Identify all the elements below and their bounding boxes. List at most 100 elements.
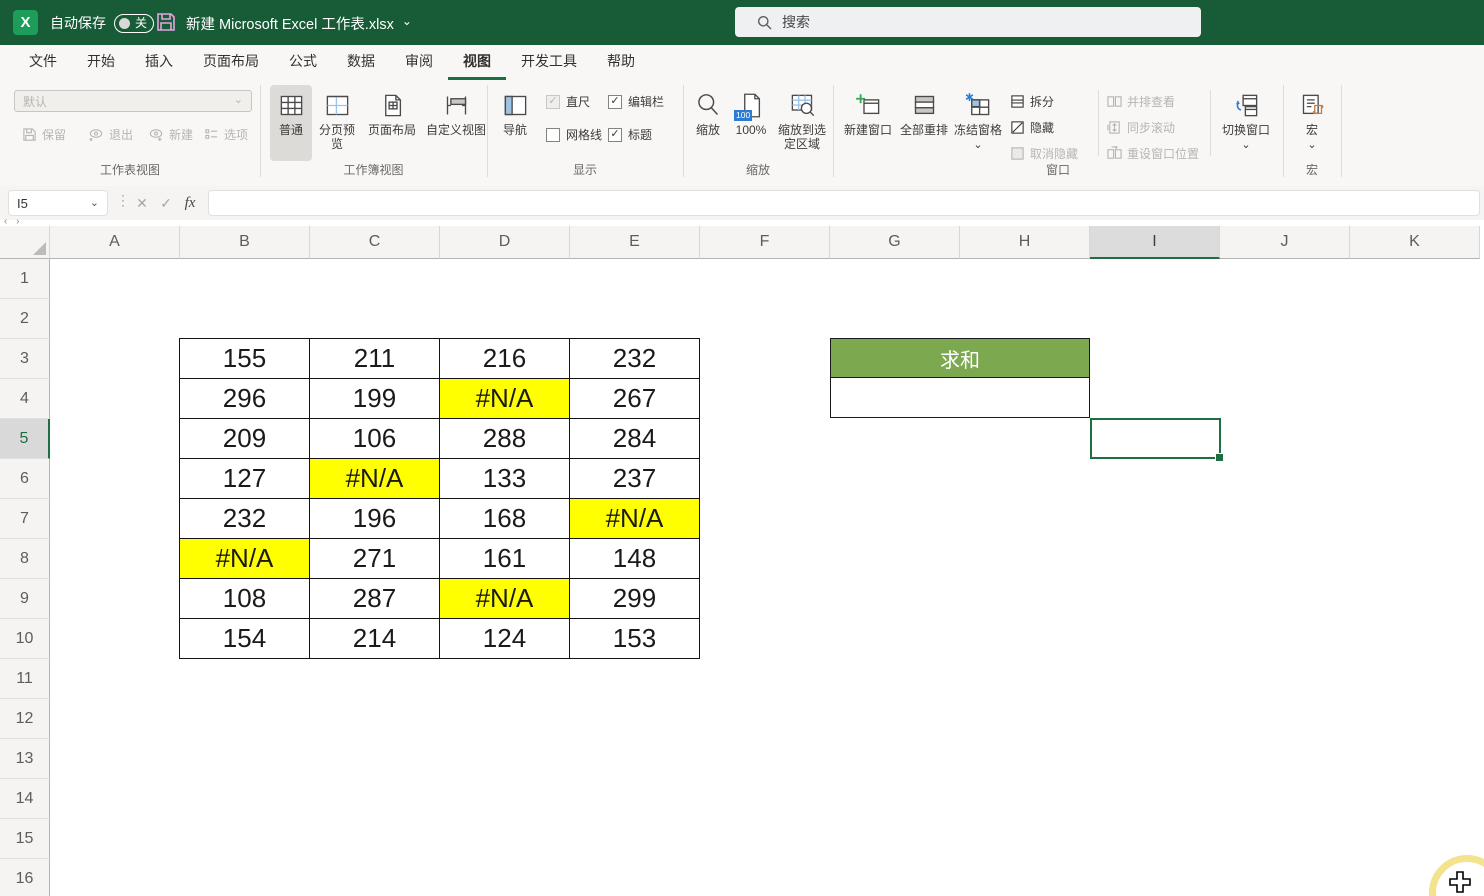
column-header-C[interactable]: C (310, 226, 440, 259)
row-header-4[interactable]: 4 (0, 379, 50, 419)
cell-D5[interactable]: 288 (439, 418, 570, 459)
zoom-to-selection-button[interactable]: 缩放到选定区域 (774, 85, 830, 151)
column-header-H[interactable]: H (960, 226, 1090, 259)
row-header-5[interactable]: 5 (0, 419, 50, 459)
cell-C6[interactable]: #N/A (309, 458, 440, 499)
hide-button[interactable]: 隐藏 (1010, 119, 1054, 136)
column-header-I[interactable]: I (1090, 226, 1220, 259)
cell-B7[interactable]: 232 (179, 498, 310, 539)
ribbon-tab-视图[interactable]: 视图 (448, 45, 506, 80)
column-header-F[interactable]: F (700, 226, 830, 259)
cell-D3[interactable]: 216 (439, 338, 570, 379)
cell-B9[interactable]: 108 (179, 578, 310, 619)
row-header-1[interactable]: 1 (0, 259, 50, 299)
insert-function-icon[interactable] (178, 190, 202, 216)
zoom-100-button[interactable]: 100 100% (728, 85, 774, 137)
column-header-K[interactable]: K (1350, 226, 1480, 259)
page-break-preview-button[interactable]: 分页预览 (314, 85, 360, 151)
cell-C3[interactable]: 211 (309, 338, 440, 379)
ribbon-tab-开始[interactable]: 开始 (87, 53, 115, 69)
column-header-E[interactable]: E (570, 226, 700, 259)
row-header-6[interactable]: 6 (0, 459, 50, 499)
sum-value-cell[interactable] (830, 378, 1090, 418)
name-box-value: I5 (17, 195, 28, 211)
cell-B4[interactable]: 296 (179, 378, 310, 419)
row-header-2[interactable]: 2 (0, 299, 50, 339)
column-header-D[interactable]: D (440, 226, 570, 259)
navigation-button[interactable]: 导航 (494, 85, 536, 137)
normal-view-button[interactable]: 普通 (270, 85, 312, 161)
ribbon-tab-帮助[interactable]: 帮助 (607, 53, 635, 69)
cell-E4[interactable]: 267 (569, 378, 700, 419)
cell-D4[interactable]: #N/A (439, 378, 570, 419)
cell-C8[interactable]: 271 (309, 538, 440, 579)
cell-C7[interactable]: 196 (309, 498, 440, 539)
cell-E7[interactable]: #N/A (569, 498, 700, 539)
cell-D9[interactable]: #N/A (439, 578, 570, 619)
search-input[interactable]: 搜索 (735, 7, 1201, 37)
cell-C5[interactable]: 106 (309, 418, 440, 459)
gridlines-checkbox[interactable]: 网格线 (546, 126, 602, 143)
document-title[interactable]: 新建 Microsoft Excel 工作表.xlsx (186, 13, 412, 34)
cell-E10[interactable]: 153 (569, 618, 700, 659)
select-all-button[interactable] (0, 226, 50, 259)
macros-button[interactable]: 宏 (1288, 85, 1336, 153)
cell-C9[interactable]: 287 (309, 578, 440, 619)
freeze-panes-button[interactable]: 冻结窗格 (952, 85, 1004, 153)
zoom-button[interactable]: 缩放 (690, 85, 726, 137)
ribbon-tab-开发工具[interactable]: 开发工具 (521, 53, 577, 69)
row-header-8[interactable]: 8 (0, 539, 50, 579)
new-window-button[interactable]: 新建窗口 (842, 85, 894, 137)
cell-B10[interactable]: 154 (179, 618, 310, 659)
row-header-11[interactable]: 11 (0, 659, 50, 699)
cell-E8[interactable]: 148 (569, 538, 700, 579)
column-header-J[interactable]: J (1220, 226, 1350, 259)
row-header-13[interactable]: 13 (0, 739, 50, 779)
row-header-12[interactable]: 12 (0, 699, 50, 739)
headings-checkbox[interactable]: 标题 (608, 126, 652, 143)
formula-bar-checkbox[interactable]: 编辑栏 (608, 93, 664, 110)
ribbon-tab-数据[interactable]: 数据 (347, 53, 375, 69)
save-button[interactable] (155, 11, 177, 38)
cell-B5[interactable]: 209 (179, 418, 310, 459)
row-header-9[interactable]: 9 (0, 579, 50, 619)
name-box[interactable]: I5 (8, 190, 108, 216)
sum-header-cell[interactable]: 求和 (830, 338, 1090, 378)
column-header-G[interactable]: G (830, 226, 960, 259)
cell-B6[interactable]: 127 (179, 458, 310, 499)
autosave-toggle[interactable]: 关 (114, 13, 154, 33)
custom-views-button[interactable]: 自定义视图 (424, 85, 488, 137)
cell-E9[interactable]: 299 (569, 578, 700, 619)
column-header-A[interactable]: A (50, 226, 180, 259)
ribbon-tab-页面布局[interactable]: 页面布局 (203, 53, 259, 69)
cell-E3[interactable]: 232 (569, 338, 700, 379)
cell-D7[interactable]: 168 (439, 498, 570, 539)
row-header-15[interactable]: 15 (0, 819, 50, 859)
column-header-B[interactable]: B (180, 226, 310, 259)
row-header-3[interactable]: 3 (0, 339, 50, 379)
cell-C4[interactable]: 199 (309, 378, 440, 419)
switch-windows-button[interactable]: 切换窗口 (1216, 85, 1276, 153)
cell-E5[interactable]: 284 (569, 418, 700, 459)
arrange-all-button[interactable]: 全部重排 (898, 85, 950, 137)
cell-B8[interactable]: #N/A (179, 538, 310, 579)
row-header-10[interactable]: 10 (0, 619, 50, 659)
row-header-7[interactable]: 7 (0, 499, 50, 539)
row-header-14[interactable]: 14 (0, 779, 50, 819)
cell-C10[interactable]: 214 (309, 618, 440, 659)
cell-D6[interactable]: 133 (439, 458, 570, 499)
fill-handle[interactable] (1215, 453, 1224, 462)
split-button[interactable]: 拆分 (1010, 93, 1054, 110)
ribbon-tab-文件[interactable]: 文件 (29, 53, 57, 69)
formula-input[interactable] (208, 190, 1480, 216)
page-layout-view-button[interactable]: 页面布局 (360, 85, 424, 137)
selected-cell-I5[interactable] (1090, 418, 1224, 462)
ribbon-tab-插入[interactable]: 插入 (145, 53, 173, 69)
cell-D10[interactable]: 124 (439, 618, 570, 659)
ribbon-tab-公式[interactable]: 公式 (289, 53, 317, 69)
ribbon-tab-审阅[interactable]: 审阅 (405, 53, 433, 69)
cell-E6[interactable]: 237 (569, 458, 700, 499)
cell-B3[interactable]: 155 (179, 338, 310, 379)
row-header-16[interactable]: 16 (0, 859, 50, 896)
cell-D8[interactable]: 161 (439, 538, 570, 579)
